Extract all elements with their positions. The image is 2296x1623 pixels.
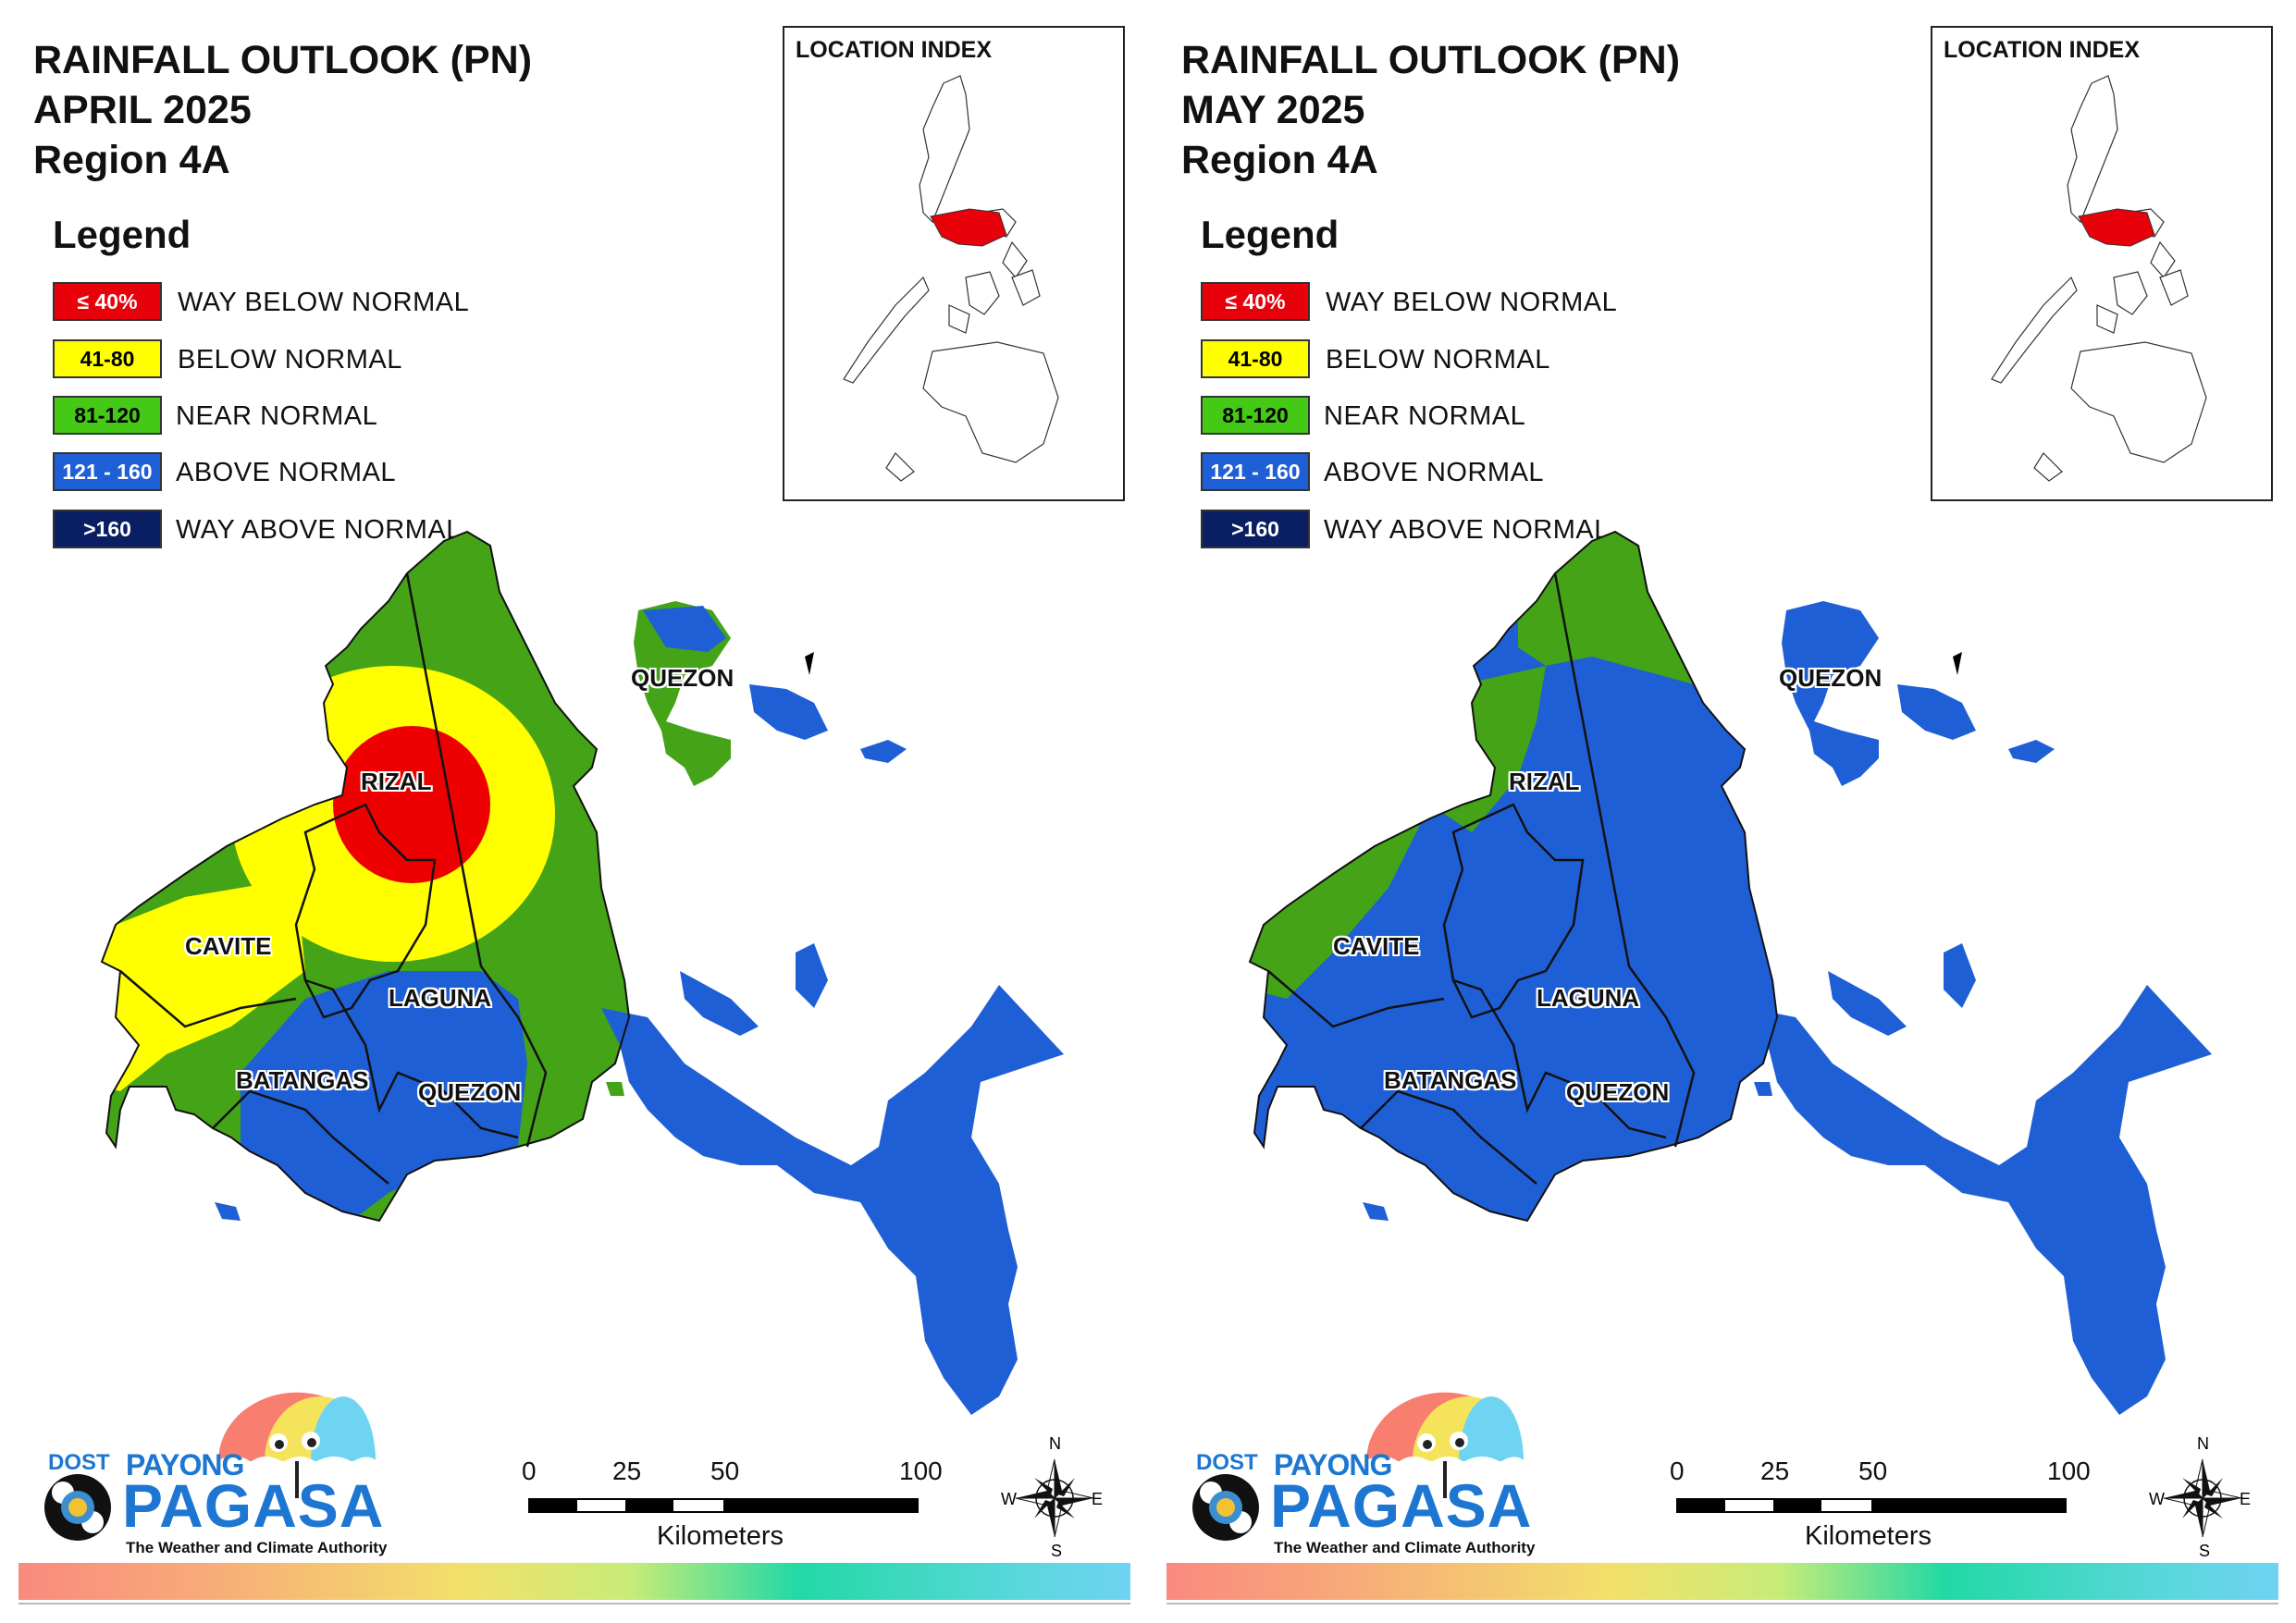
compass-n: N — [2197, 1434, 2209, 1453]
compass-rose-icon — [2163, 1458, 2242, 1538]
compass-s: S — [1051, 1542, 1063, 1560]
inset-title: LOCATION INDEX — [796, 37, 993, 63]
title-month: MAY 2025 — [1181, 88, 1365, 132]
label-rizal: RIZAL — [1509, 768, 1580, 795]
scale-tick: 100 — [2047, 1457, 2091, 1485]
scale-unit: Kilometers — [1805, 1521, 1932, 1551]
strip-underline — [19, 1603, 1130, 1605]
label-batangas: BATANGAS — [1384, 1066, 1517, 1094]
scale-tick: 25 — [1760, 1457, 1790, 1485]
compass-n: N — [1049, 1434, 1061, 1453]
logo-payong: PAYONG — [1274, 1448, 1392, 1482]
scale-tick: 25 — [612, 1457, 642, 1485]
scale-bar: 0 25 50 100 Kilometers — [522, 1457, 943, 1558]
label-cavite: CAVITE — [185, 932, 272, 960]
color-strip — [19, 1563, 1130, 1600]
philippines-outline — [1991, 75, 2207, 482]
logo-pagasa: PAGASA — [122, 1471, 385, 1540]
region-4a-map — [1248, 530, 2212, 1415]
legend-title: Legend — [53, 213, 191, 256]
scale-tick: 100 — [899, 1457, 943, 1485]
legend-label: BELOW NORMAL — [1326, 345, 1550, 375]
scale-tick: 50 — [1858, 1457, 1888, 1485]
legend-swatch: 121 - 160 — [53, 452, 162, 491]
legend-swatch: ≤ 40% — [53, 282, 162, 321]
legend-swatch: 41-80 — [1201, 339, 1310, 378]
label-quezon-south: QUEZON — [1566, 1078, 1670, 1106]
payong-pagasa-logo-graphic — [44, 1392, 376, 1541]
scale-unit: Kilometers — [657, 1521, 784, 1551]
logo-dost: DOST — [1196, 1450, 1258, 1475]
label-cavite: CAVITE — [1333, 932, 1420, 960]
legend-label: WAY BELOW NORMAL — [178, 288, 470, 317]
compass-e: E — [1092, 1490, 1104, 1508]
legend-swatch: 81-120 — [1201, 396, 1310, 435]
compass-w: W — [1001, 1490, 1017, 1508]
legend-swatch: >160 — [53, 510, 162, 548]
label-laguna: LAGUNA — [389, 984, 492, 1012]
map-title: RAINFALL OUTLOOK (PN) APRIL 2025 Region … — [33, 35, 532, 185]
title-line-1: RAINFALL OUTLOOK (PN) — [33, 38, 533, 82]
legend-label: WAY ABOVE NORMAL — [1324, 515, 1610, 545]
legend-swatch: 81-120 — [53, 396, 162, 435]
scale-tick: 0 — [1670, 1457, 1685, 1485]
compass-e: E — [2240, 1490, 2252, 1508]
label-quezon-north: QUEZON — [631, 664, 734, 692]
strip-underline — [1167, 1603, 2278, 1605]
legend-label: NEAR NORMAL — [176, 401, 378, 431]
inset-title: LOCATION INDEX — [1944, 37, 2141, 63]
location-index-inset: LOCATION INDEX — [1931, 26, 2273, 501]
north-arrow: N S E W — [2149, 1434, 2252, 1560]
logo-pagasa: PAGASA — [1270, 1471, 1533, 1540]
philippines-outline — [843, 75, 1059, 482]
payong-pagasa-logo-graphic — [1192, 1392, 1524, 1541]
title-month: APRIL 2025 — [33, 88, 252, 132]
may-panel: RAINFALL OUTLOOK (PN) MAY 2025 Region 4A… — [1148, 0, 2296, 1623]
location-index-inset: LOCATION INDEX — [783, 26, 1125, 501]
scale-tick: 0 — [522, 1457, 537, 1485]
legend-swatch: 41-80 — [53, 339, 162, 378]
legend-label: BELOW NORMAL — [178, 345, 402, 375]
label-batangas: BATANGAS — [236, 1066, 369, 1094]
label-rizal: RIZAL — [361, 768, 432, 795]
scale-bar-graphic — [1676, 1498, 2067, 1513]
legend-label: ABOVE NORMAL — [176, 458, 397, 487]
scale-bar-graphic — [528, 1498, 919, 1513]
north-arrow: N S E W — [1001, 1434, 1104, 1560]
logo-tagline: The Weather and Climate Authority — [1274, 1539, 1536, 1556]
label-quezon-south: QUEZON — [418, 1078, 522, 1106]
color-strip — [1167, 1563, 2278, 1600]
legend-label: NEAR NORMAL — [1324, 401, 1526, 431]
legend-swatch: ≤ 40% — [1201, 282, 1310, 321]
logo-payong: PAYONG — [126, 1448, 244, 1482]
title-region: Region 4A — [1181, 138, 1378, 182]
logo-dost: DOST — [48, 1450, 110, 1475]
scale-bar: 0 25 50 100 Kilometers — [1670, 1457, 2091, 1558]
title-region: Region 4A — [33, 138, 230, 182]
compass-w: W — [2149, 1490, 2165, 1508]
logo-tagline: The Weather and Climate Authority — [126, 1539, 388, 1556]
legend-swatch: >160 — [1201, 510, 1310, 548]
title-line-1: RAINFALL OUTLOOK (PN) — [1181, 38, 1681, 82]
compass-s: S — [2199, 1542, 2211, 1560]
legend-label: WAY ABOVE NORMAL — [176, 515, 462, 545]
map-title: RAINFALL OUTLOOK (PN) MAY 2025 Region 4A — [1181, 35, 1680, 185]
scale-tick: 50 — [710, 1457, 740, 1485]
legend-label: WAY BELOW NORMAL — [1326, 288, 1618, 317]
label-laguna: LAGUNA — [1537, 984, 1640, 1012]
april-panel: RAINFALL OUTLOOK (PN) APRIL 2025 Region … — [19, 26, 1130, 1605]
legend-swatch: 121 - 160 — [1201, 452, 1310, 491]
region-4a-map — [100, 530, 1064, 1415]
compass-rose-icon — [1015, 1458, 1094, 1538]
pagasa-logo: DOST PAYONG PAGASA The Weather and Clima… — [1181, 1387, 1542, 1563]
legend-title: Legend — [1201, 213, 1339, 256]
label-quezon-north: QUEZON — [1779, 664, 1882, 692]
legend-label: ABOVE NORMAL — [1324, 458, 1545, 487]
pagasa-logo: DOST PAYONG PAGASA The Weather and Clima… — [33, 1387, 394, 1563]
